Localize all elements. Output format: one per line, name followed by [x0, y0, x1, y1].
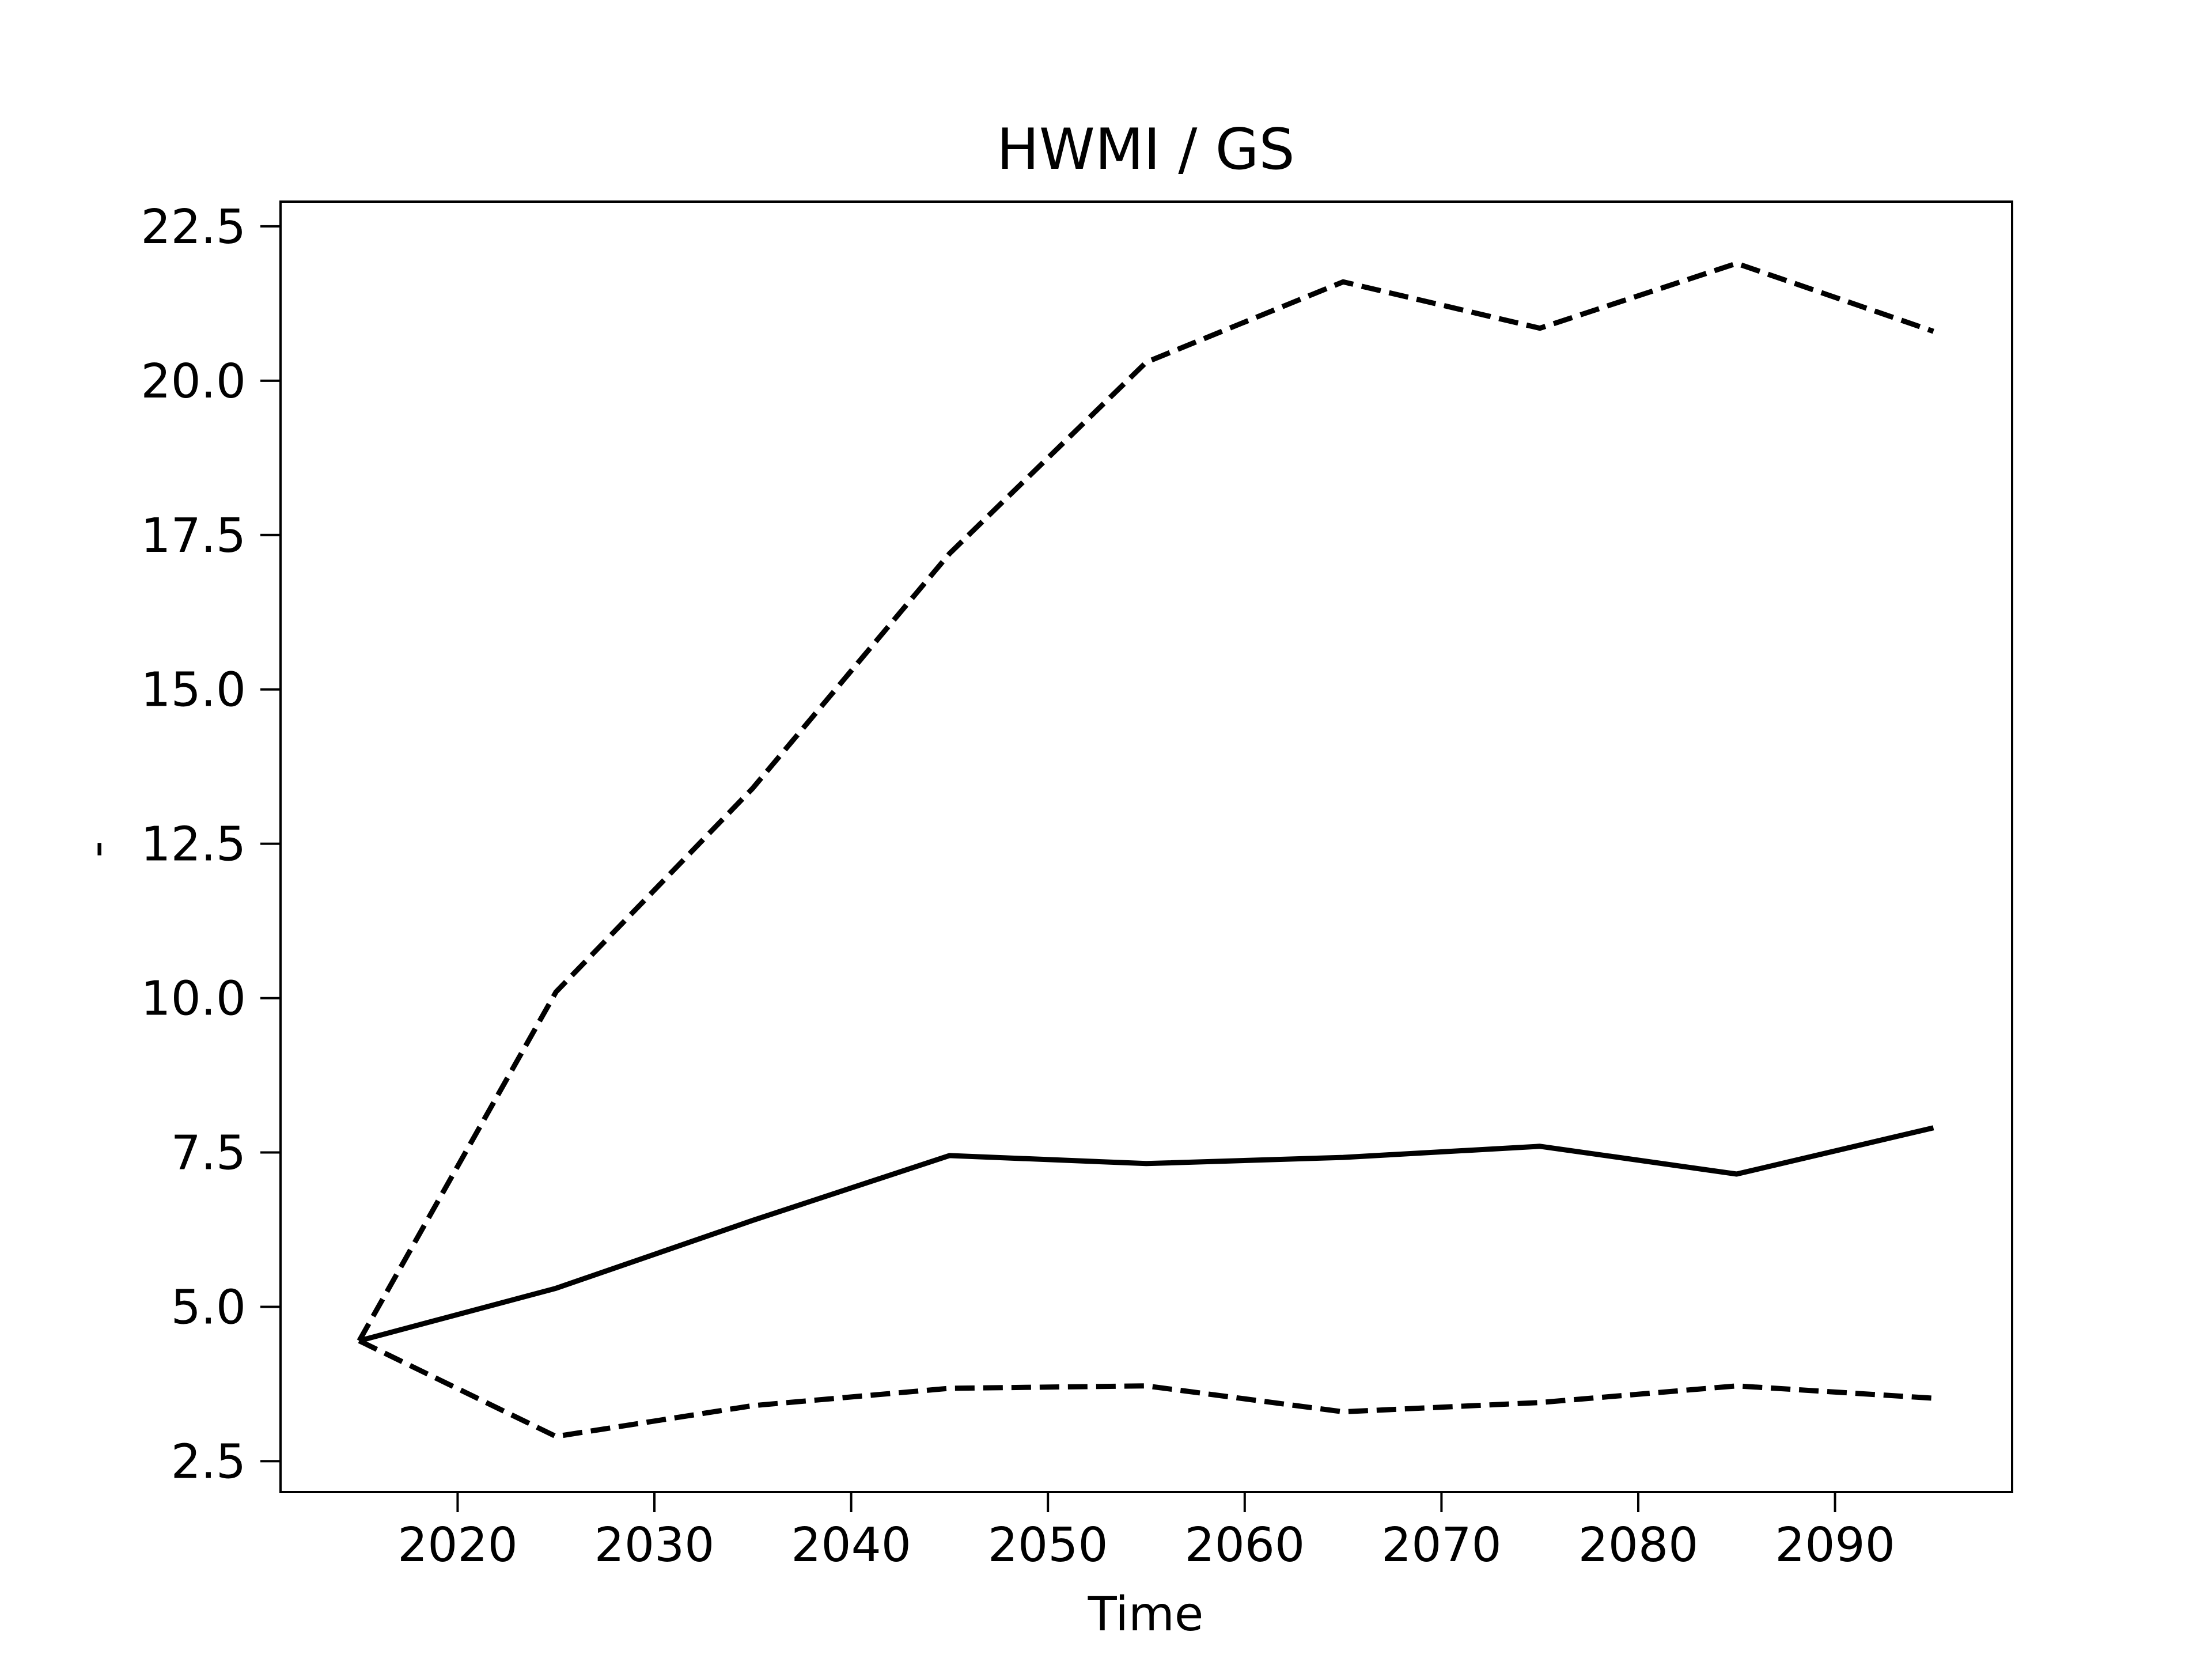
x-tick-label: 2080 — [1578, 1518, 1699, 1573]
y-tick-label: 20.0 — [141, 354, 246, 409]
y-tick-label: 15.0 — [141, 663, 246, 718]
y-tick-label: 7.5 — [171, 1126, 246, 1181]
x-tick-label: 2090 — [1775, 1518, 1895, 1573]
x-axis: 2020 2030 2040 2050 2060 2070 2080 2090 — [397, 1492, 1895, 1573]
series-layer — [357, 260, 1934, 1439]
y-tick-label: 5.0 — [171, 1280, 246, 1335]
x-tick-label: 2060 — [1184, 1518, 1305, 1573]
y-tick-label: 2.5 — [171, 1434, 246, 1489]
x-tick-label: 2030 — [594, 1518, 715, 1573]
y-tick-label: 17.5 — [141, 509, 246, 563]
x-tick-label: 2020 — [397, 1518, 518, 1573]
plot-area-frame — [279, 200, 2013, 1493]
y-axis-label: - — [69, 841, 124, 858]
x-axis-label: Time — [1088, 1587, 1204, 1642]
series-line-solid — [358, 1125, 1934, 1343]
y-tick-label: 22.5 — [141, 200, 246, 255]
y-tick-label: 12.5 — [141, 817, 246, 872]
y-tick-label: 10.0 — [141, 972, 246, 1027]
series-line-dashed-2 — [358, 1338, 1934, 1439]
x-tick-label: 2070 — [1381, 1518, 1502, 1573]
x-tick-label: 2050 — [988, 1518, 1108, 1573]
chart-title: HWMI / GS — [997, 117, 1295, 183]
series-line-dashed-0 — [357, 260, 1934, 1342]
x-tick-label: 2040 — [791, 1518, 911, 1573]
y-axis: 2.5 5.0 7.5 10.0 12.5 15.0 17.5 20.0 22.5 — [141, 200, 281, 1489]
